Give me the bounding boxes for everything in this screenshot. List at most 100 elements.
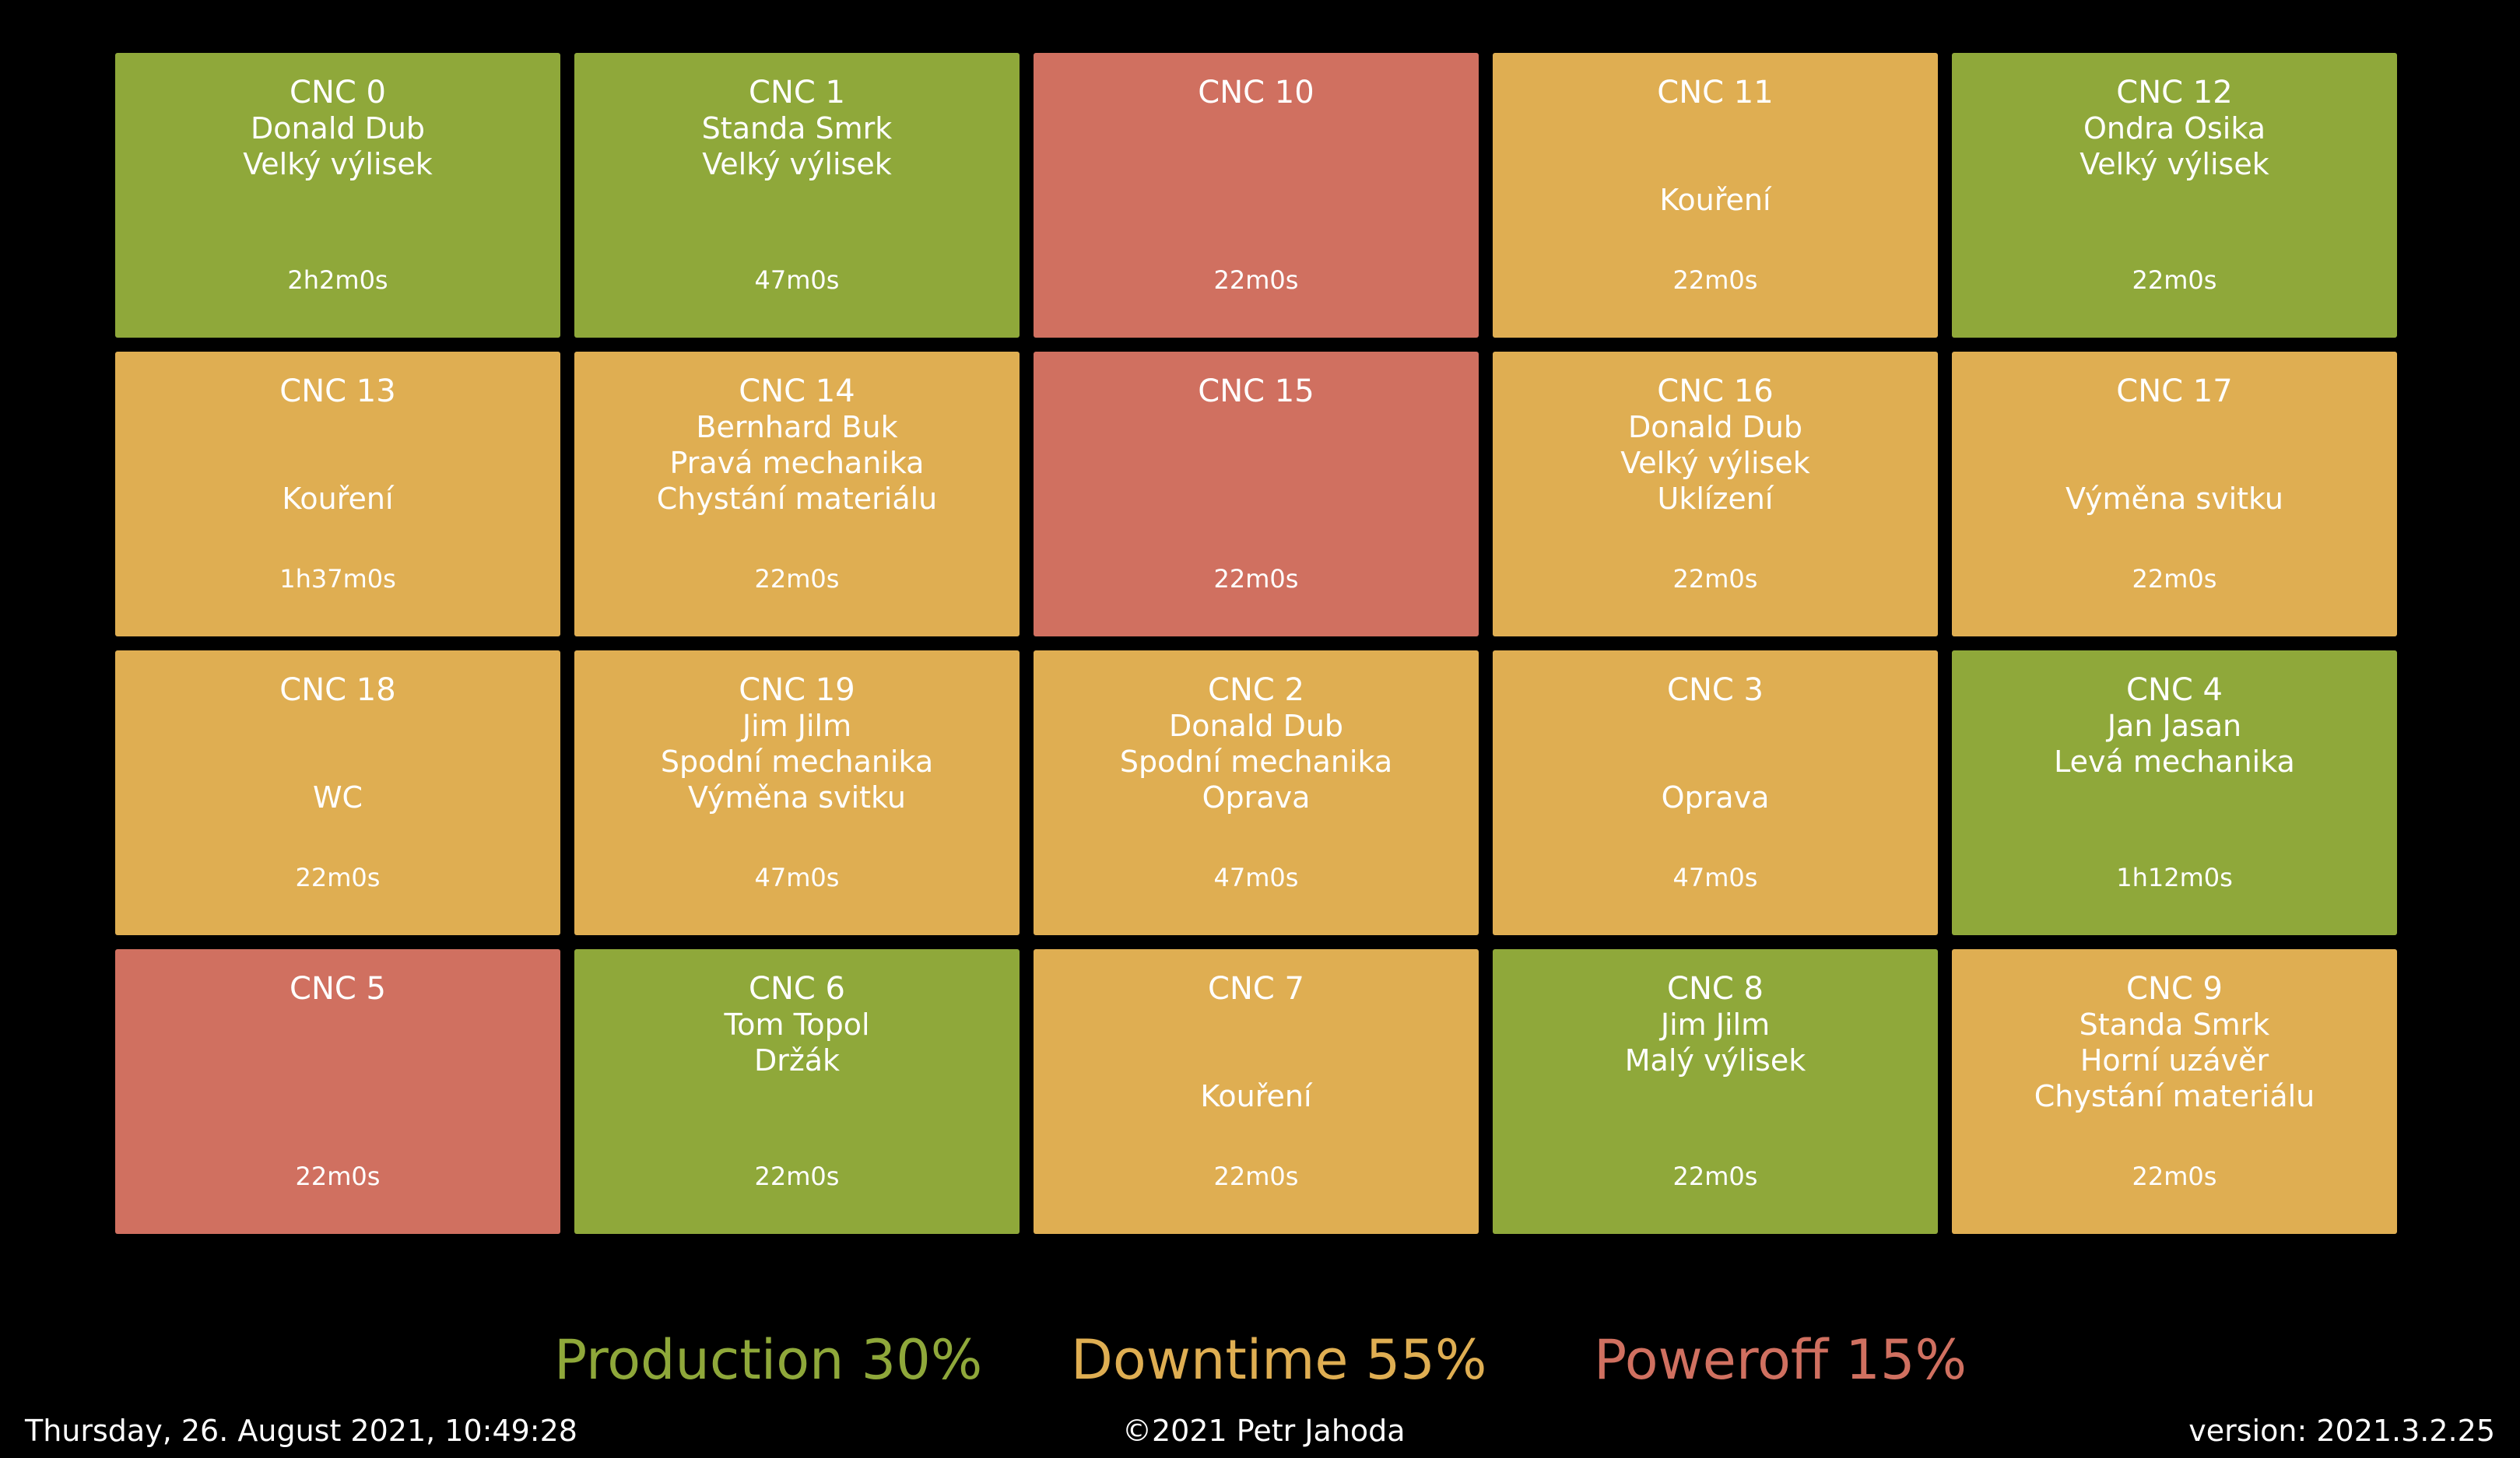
machine-name: CNC 13 — [279, 373, 396, 409]
machine-operator: Jan Jasan — [2107, 709, 2242, 743]
machine-operator: Jim Jilm — [742, 709, 852, 743]
machine-tile[interactable]: CNC 15 22m0s — [1034, 352, 1479, 636]
machine-duration: 1h12m0s — [2116, 863, 2233, 892]
machine-duration: 2h2m0s — [287, 265, 388, 295]
machine-name: CNC 19 — [739, 672, 855, 708]
machine-duration: 22m0s — [295, 863, 381, 892]
machine-tile[interactable]: CNC 1 Standa Smrk Velký výlisek 47m0s — [574, 53, 1020, 338]
machine-duration: 22m0s — [2132, 1162, 2217, 1191]
machine-name: CNC 15 — [1198, 373, 1314, 409]
machine-downtime-reason: Kouření — [282, 482, 394, 516]
machine-order: Spodní mechanika — [1119, 745, 1393, 779]
machine-name: CNC 8 — [1667, 971, 1764, 1007]
machine-downtime-reason: Chystání materiálu — [656, 482, 938, 516]
machine-name: CNC 2 — [1208, 672, 1304, 708]
machine-downtime-reason: Chystání materiálu — [2034, 1079, 2315, 1113]
machine-operator: Tom Topol — [724, 1008, 870, 1042]
machine-tile[interactable]: CNC 16 Donald Dub Velký výlisek Uklízení 22m… — [1493, 352, 1938, 636]
version-text: version: 2021.3.2.25 — [2188, 1414, 2495, 1448]
machine-downtime-reason: Výměna svitku — [2065, 482, 2283, 516]
machine-downtime-reason: Kouření — [1200, 1079, 1312, 1113]
machine-tile[interactable]: CNC 2 Donald Dub Spodní mechanika Oprava 47m… — [1034, 650, 1479, 935]
machine-name: CNC 0 — [290, 75, 386, 110]
machine-name: CNC 4 — [2126, 672, 2223, 708]
machine-name: CNC 17 — [2116, 373, 2233, 409]
machine-tile[interactable]: CNC 18 WC 22m0s — [115, 650, 560, 935]
machine-order: Velký výlisek — [1620, 446, 1810, 480]
machine-duration: 22m0s — [1672, 564, 1758, 594]
machine-name: CNC 18 — [279, 672, 396, 708]
machine-name: CNC 5 — [290, 971, 386, 1007]
machine-duration: 22m0s — [754, 564, 840, 594]
machine-operator: Ondra Osika — [2083, 111, 2266, 145]
machine-tile[interactable]: CNC 6 Tom Topol Držák 22m0s — [574, 949, 1020, 1234]
machine-operator: Bernhard Buk — [696, 410, 898, 444]
machine-order: Velký výlisek — [2080, 147, 2269, 181]
machine-name: CNC 14 — [739, 373, 855, 409]
machine-name: CNC 10 — [1198, 75, 1314, 110]
current-datetime: Thursday, 26. August 2021, 10:49:28 — [25, 1414, 577, 1448]
machine-duration: 1h37m0s — [279, 564, 396, 594]
machine-name: CNC 1 — [749, 75, 845, 110]
machine-duration: 22m0s — [754, 1162, 840, 1191]
machine-tile[interactable]: CNC 12 Ondra Osika Velký výlisek 22m0s — [1952, 53, 2397, 338]
machine-tile[interactable]: CNC 8 Jim Jilm Malý výlisek 22m0s — [1493, 949, 1938, 1234]
machine-order: Velký výlisek — [702, 147, 892, 181]
machine-order: Levá mechanika — [2054, 745, 2295, 779]
machine-operator: Standa Smrk — [2079, 1008, 2270, 1042]
poweroff-stat: Poweroff 15% — [1594, 1328, 1967, 1392]
machine-tile[interactable]: CNC 7 Kouření 22m0s — [1034, 949, 1479, 1234]
machine-tile[interactable]: CNC 3 Oprava 47m0s — [1493, 650, 1938, 935]
machine-duration: 22m0s — [1672, 1162, 1758, 1191]
machine-order: Malý výlisek — [1624, 1043, 1806, 1078]
machine-name: CNC 3 — [1667, 672, 1764, 708]
machine-name: CNC 16 — [1657, 373, 1774, 409]
machine-operator: Donald Dub — [250, 111, 426, 145]
machine-name: CNC 9 — [2126, 971, 2223, 1007]
machine-duration: 47m0s — [754, 265, 840, 295]
machine-tile[interactable]: CNC 10 22m0s — [1034, 53, 1479, 338]
machine-downtime-reason: Výměna svitku — [688, 780, 906, 815]
machine-duration: 22m0s — [1213, 564, 1299, 594]
machine-operator: Standa Smrk — [701, 111, 893, 145]
machine-tile[interactable]: CNC 14 Bernhard Buk Pravá mechanika Chystán… — [574, 352, 1020, 636]
machine-duration: 47m0s — [754, 863, 840, 892]
machine-tile[interactable]: CNC 0 Donald Dub Velký výlisek 2h2m0s — [115, 53, 560, 338]
machine-operator: Donald Dub — [1168, 709, 1344, 743]
machine-name: CNC 12 — [2116, 75, 2233, 110]
machine-duration: 22m0s — [1672, 265, 1758, 295]
machine-order: Horní uzávěr — [2080, 1043, 2269, 1078]
machine-name: CNC 7 — [1208, 971, 1304, 1007]
machine-order: Velký výlisek — [243, 147, 433, 181]
machine-tile[interactable]: CNC 17 Výměna svitku 22m0s — [1952, 352, 2397, 636]
machine-operator: Donald Dub — [1627, 410, 1803, 444]
machine-downtime-reason: Kouření — [1659, 183, 1771, 217]
machine-order: Držák — [753, 1043, 841, 1078]
production-stat: Production 30% — [554, 1328, 983, 1392]
machine-order: Pravá mechanika — [669, 446, 925, 480]
machine-downtime-reason: WC — [312, 780, 363, 815]
machine-duration: 22m0s — [1213, 1162, 1299, 1191]
copyright-text: ©2021 Petr Jahoda — [1122, 1414, 1406, 1448]
machine-duration: 47m0s — [1672, 863, 1758, 892]
machine-order: Spodní mechanika — [660, 745, 934, 779]
machine-name: CNC 11 — [1657, 75, 1774, 110]
machine-duration: 47m0s — [1213, 863, 1299, 892]
machine-tile[interactable]: CNC 13 Kouření 1h37m0s — [115, 352, 560, 636]
downtime-stat: Downtime 55% — [1071, 1328, 1487, 1392]
machine-operator: Jim Jilm — [1660, 1008, 1771, 1042]
machine-duration: 22m0s — [2132, 564, 2217, 594]
machine-tile[interactable]: CNC 9 Standa Smrk Horní uzávěr Chystání mat… — [1952, 949, 2397, 1234]
machine-duration: 22m0s — [2132, 265, 2217, 295]
machine-tile[interactable]: CNC 4 Jan Jasan Levá mechanika 1h12m0s — [1952, 650, 2397, 935]
machine-downtime-reason: Uklízení — [1657, 482, 1774, 516]
machine-duration: 22m0s — [295, 1162, 381, 1191]
machine-downtime-reason: Oprava — [1661, 780, 1770, 815]
machine-tile[interactable]: CNC 11 Kouření 22m0s — [1493, 53, 1938, 338]
machine-downtime-reason: Oprava — [1202, 780, 1311, 815]
machine-tile[interactable]: CNC 19 Jim Jilm Spodní mechanika Výměna svi… — [574, 650, 1020, 935]
machine-name: CNC 6 — [749, 971, 845, 1007]
machine-duration: 22m0s — [1213, 265, 1299, 295]
machine-tile[interactable]: CNC 5 22m0s — [115, 949, 560, 1234]
